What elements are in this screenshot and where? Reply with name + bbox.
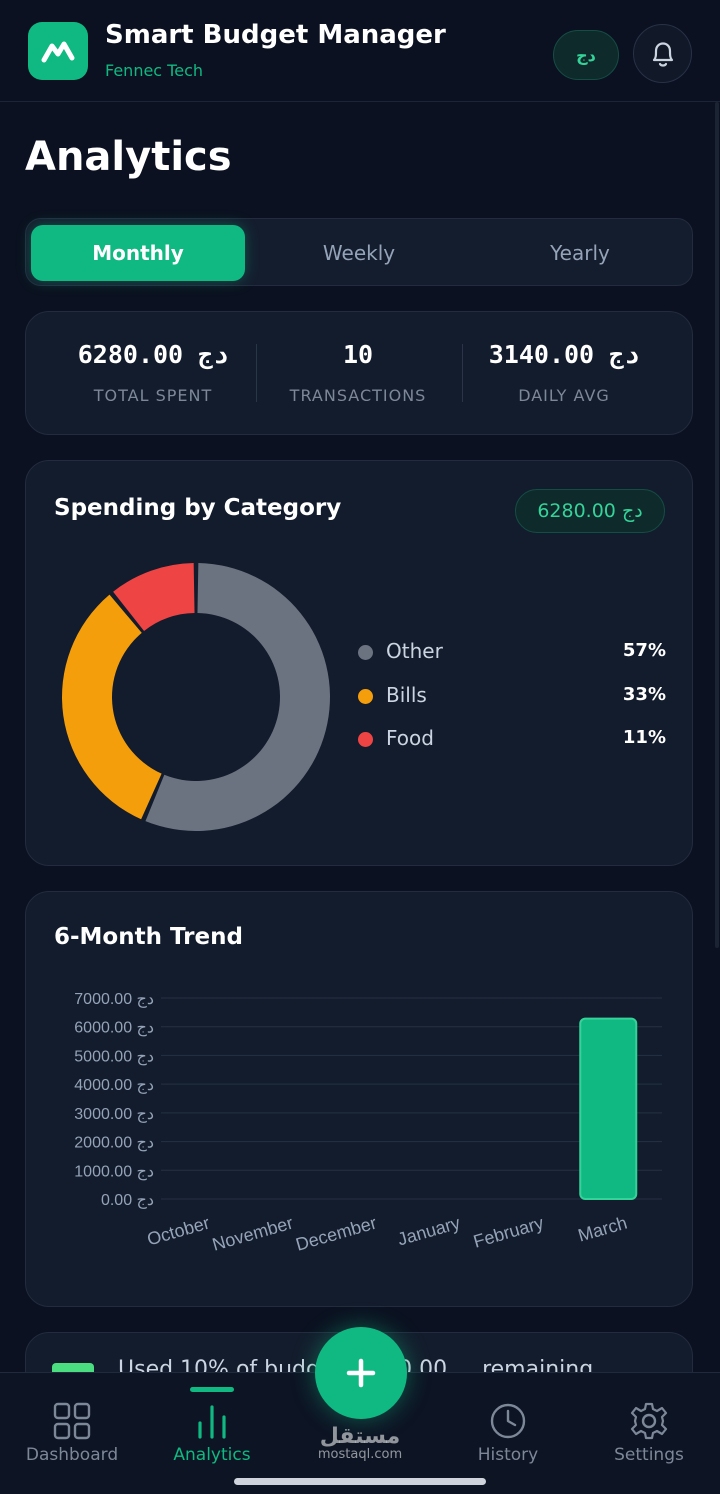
legend-item-food: Food 11%	[356, 724, 666, 754]
y-tick-label: 7000.00 دج	[74, 991, 154, 1008]
nav-history[interactable]: History	[436, 1373, 580, 1494]
legend-dot	[358, 645, 373, 660]
plus-icon	[346, 1358, 376, 1388]
watermark-sub: mostaql.com	[317, 1447, 403, 1462]
legend-dot	[358, 732, 373, 747]
trend-bar-chart: 7000.00 دج 6000.00 دج 5000.00 دج 4000.00 دج…	[74, 991, 662, 1255]
y-tick-label: 2000.00 دج	[74, 1135, 154, 1152]
stat-value: 3140.00 دج	[488, 340, 640, 369]
bar-chart-icon	[198, 1405, 226, 1439]
notifications-button[interactable]	[633, 24, 692, 83]
scrollbar[interactable]	[715, 102, 719, 948]
app-logo-icon	[28, 22, 88, 80]
watermark: مستقل mostaql.com	[300, 1426, 420, 1462]
donut-slice-other[interactable]	[145, 563, 331, 831]
app-subtitle: Fennec Tech	[105, 61, 204, 80]
grid-icon	[53, 1402, 91, 1440]
y-tick-label: 4000.00 دج	[74, 1077, 154, 1094]
x-tick-label: November	[210, 1213, 295, 1255]
y-tick-label: 6000.00 دج	[74, 1020, 154, 1037]
stat-value: 6280.00 دج	[77, 340, 229, 369]
gear-icon	[630, 1402, 668, 1440]
stat-value: 10	[342, 340, 374, 369]
bar-march[interactable]	[579, 1017, 638, 1200]
donut-slice-food[interactable]	[113, 563, 195, 631]
stat-daily-avg: 3140.00 دج DAILY AVG	[464, 312, 664, 434]
tab-weekly[interactable]: Weekly	[322, 241, 396, 265]
category-card-title: Spending by Category	[54, 495, 342, 521]
active-indicator	[190, 1387, 234, 1392]
clock-icon	[490, 1403, 526, 1439]
stats-card: 6280.00 دج TOTAL SPENT 10 TRANSACTIONS 3…	[25, 311, 693, 435]
x-tick-label: January	[395, 1213, 462, 1250]
category-donut-chart	[61, 563, 331, 831]
x-tick-label: October	[145, 1213, 212, 1250]
nav-label: Analytics	[173, 1445, 251, 1465]
nav-label: Settings	[614, 1445, 684, 1465]
stat-divider	[462, 344, 463, 402]
legend-item-bills: Bills 33%	[356, 681, 666, 711]
nav-settings[interactable]: Settings	[577, 1373, 720, 1494]
stat-label: DAILY AVG	[518, 386, 610, 405]
stat-divider	[256, 344, 257, 402]
y-tick-label: 3000.00 دج	[74, 1106, 154, 1123]
add-transaction-button[interactable]	[315, 1327, 407, 1419]
nav-label: Dashboard	[25, 1445, 119, 1465]
legend-percent: 11%	[622, 727, 666, 748]
legend-name: Food	[386, 726, 434, 750]
y-tick-label: 0.00 دج	[101, 1192, 154, 1209]
nav-dashboard[interactable]: Dashboard	[0, 1373, 144, 1494]
x-tick-label: December	[294, 1213, 379, 1255]
donut-slice-bills[interactable]	[61, 594, 162, 820]
y-tick-label: 1000.00 دج	[74, 1163, 154, 1180]
category-total-badge: 6280.00 دج	[515, 489, 665, 533]
tab-monthly[interactable]: Monthly	[31, 225, 245, 281]
home-indicator[interactable]	[234, 1478, 486, 1485]
category-card: Spending by Category 6280.00 دج Other 57%…	[25, 460, 693, 866]
trend-card-title: 6-Month Trend	[54, 924, 243, 950]
stat-transactions: 10 TRANSACTIONS	[258, 312, 458, 434]
legend-percent: 57%	[622, 640, 666, 661]
app-title: Smart Budget Manager	[105, 20, 446, 50]
legend-percent: 33%	[622, 684, 666, 705]
stat-label: TRANSACTIONS	[289, 386, 427, 405]
legend-name: Bills	[386, 683, 427, 707]
stat-total-spent: 6280.00 دج TOTAL SPENT	[46, 312, 260, 434]
x-tick-label: February	[471, 1213, 546, 1252]
legend-item-other: Other 57%	[356, 637, 666, 667]
page-title: Analytics	[25, 134, 232, 180]
app-header: Smart Budget Manager Fennec Tech دج	[0, 0, 720, 102]
legend-dot	[358, 689, 373, 704]
tab-yearly[interactable]: Yearly	[550, 241, 610, 265]
nav-analytics[interactable]: Analytics	[140, 1373, 284, 1494]
currency-symbol: دج	[576, 45, 596, 65]
currency-button[interactable]: دج	[553, 30, 619, 80]
y-tick-label: 5000.00 دج	[74, 1048, 154, 1065]
bell-icon	[652, 41, 673, 67]
nav-label: History	[477, 1445, 539, 1465]
legend-name: Other	[386, 639, 443, 663]
period-tabs: Monthly Weekly Yearly	[25, 218, 693, 286]
trend-card: 6-Month Trend 7000.00 دج 6000.00 دج 5000.0…	[25, 891, 693, 1307]
x-tick-label: March	[576, 1213, 630, 1246]
watermark-main: مستقل	[319, 1424, 401, 1449]
stat-label: TOTAL SPENT	[93, 386, 213, 405]
